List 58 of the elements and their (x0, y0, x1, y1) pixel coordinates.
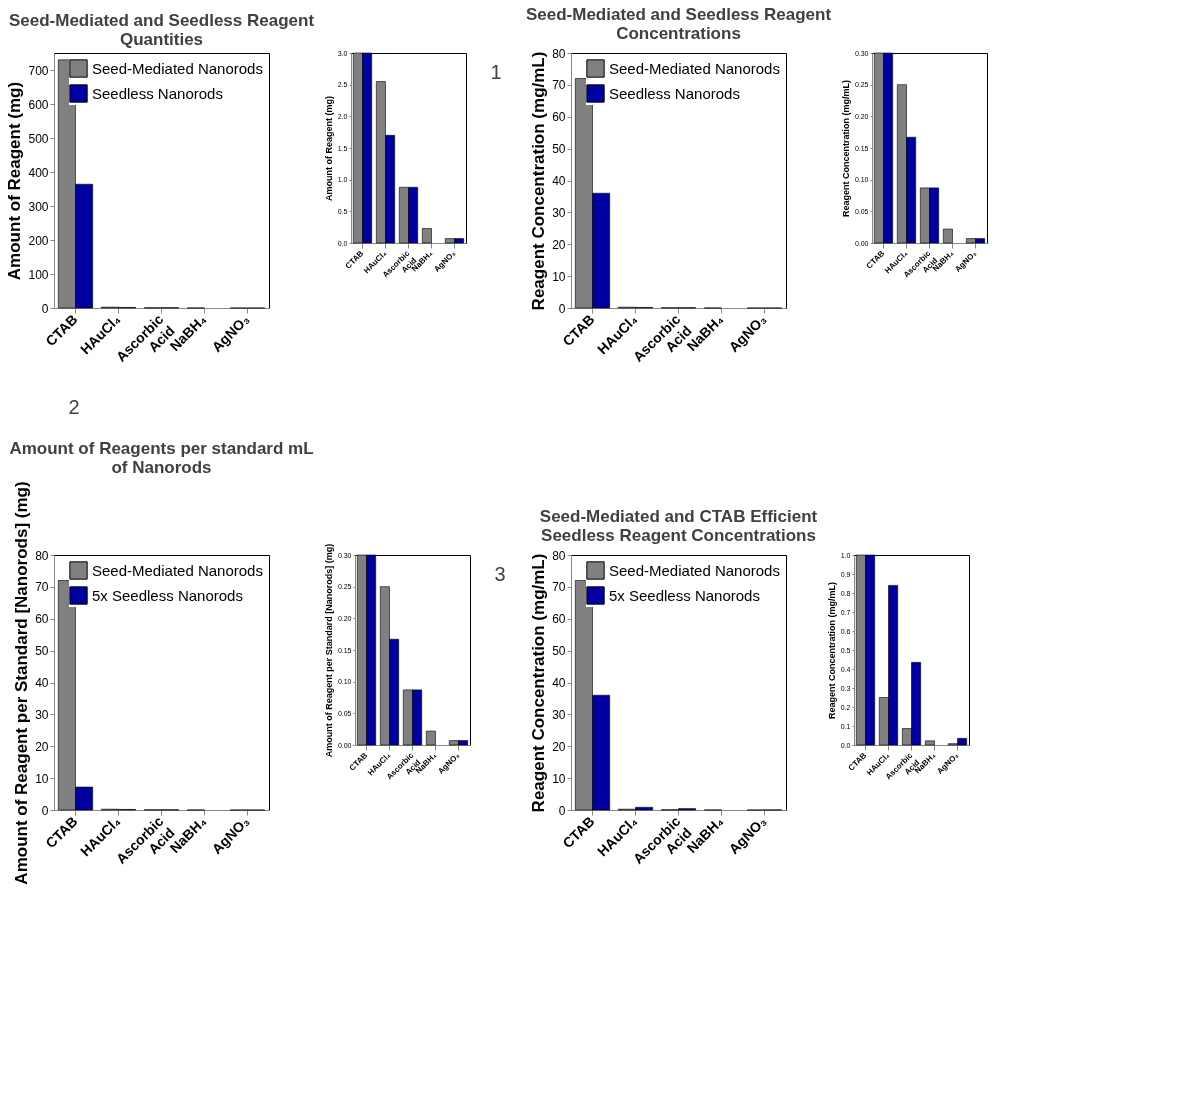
y-tick-label: 600 (28, 97, 49, 112)
text: 1 (490, 61, 502, 83)
y-tick-label: 50 (552, 142, 566, 157)
text: 2 (68, 396, 80, 418)
y-axis-title: Amount of Reagent per Standard [Nanorods] (mg) (323, 543, 334, 758)
y-axis-title: Reagent Concentration (mg/mL) (529, 51, 549, 311)
y-axis-title: Reagent Concentration (mg/mL) (826, 581, 837, 720)
y-tick-label: 70 (35, 580, 49, 595)
y-axis-title: Amount of Reagent (mg) (5, 81, 25, 281)
y-tick-label: 10 (552, 269, 566, 284)
y-tick-label: 0 (41, 803, 49, 818)
legend-label: Seed-Mediated Nanorods (92, 561, 263, 579)
y-tick-label: 200 (28, 233, 49, 248)
y-tick-label: 500 (28, 131, 49, 146)
y-tick-label: 100 (28, 267, 49, 282)
legend-label: Seedless Nanorods (609, 84, 740, 102)
y-axis-title: Amount of Reagent (mg) (323, 96, 334, 201)
legend-label: 5x Seedless Nanorods (92, 586, 243, 604)
y-tick-label: 0 (558, 301, 566, 316)
chart-title: Seed-Mediated and Seedless Reagent Quantities (8, 11, 315, 49)
y-axis-title: Amount of Reagent per Standard [Nanorods] (mg) (12, 481, 32, 885)
legend-label: Seed-Mediated Nanorods (609, 561, 780, 579)
y-tick-label: 60 (35, 612, 49, 627)
y-tick-label: 60 (552, 612, 566, 627)
y-tick-label: 20 (35, 739, 49, 754)
y-tick-label: 10 (552, 771, 566, 786)
y-tick-label: 40 (552, 174, 566, 188)
y-tick-label: 0 (41, 301, 49, 316)
y-tick-label: 80 (552, 46, 566, 61)
y-tick-label: 60 (552, 110, 566, 125)
y-tick-label: 20 (552, 739, 566, 754)
y-tick-label: 40 (35, 676, 49, 690)
y-axis-title: Reagent Concentration (mg/mL) (840, 79, 851, 218)
y-tick-label: 400 (28, 165, 49, 180)
legend-label: 5x Seedless Nanorods (609, 586, 760, 604)
y-tick-label: 80 (35, 548, 49, 563)
chart-title: Seed-Mediated and Seedless Reagent Concentrations (525, 5, 832, 43)
y-tick-label: 30 (552, 205, 566, 220)
chart-title: Amount of Reagents per standard mL of Nanorods (9, 438, 314, 477)
y-tick-label: 700 (28, 63, 49, 78)
legend-label: Seed-Mediated Nanorods (92, 59, 263, 77)
y-tick-label: 50 (552, 644, 566, 659)
y-tick-label: 300 (28, 199, 49, 214)
y-tick-label: 40 (552, 676, 566, 690)
y-tick-label: 80 (552, 548, 566, 563)
y-tick-label: 70 (552, 78, 566, 93)
chart-title: Seed-Mediated and CTAB Efficient Seedless Reagent Concentrations (539, 507, 818, 545)
y-tick-label: 70 (552, 580, 566, 595)
legend-label: Seed-Mediated Nanorods (609, 59, 780, 77)
legend-label: Seedless Nanorods (92, 84, 223, 102)
y-axis-title: Reagent Concentration (mg/mL) (529, 553, 549, 813)
y-tick-label: 0 (558, 803, 566, 818)
y-tick-label: 30 (35, 707, 49, 722)
text: 3 (494, 563, 506, 585)
y-tick-label: 20 (552, 237, 566, 252)
y-tick-label: 50 (35, 644, 49, 659)
y-tick-label: 10 (35, 771, 49, 786)
y-tick-label: 30 (552, 707, 566, 722)
